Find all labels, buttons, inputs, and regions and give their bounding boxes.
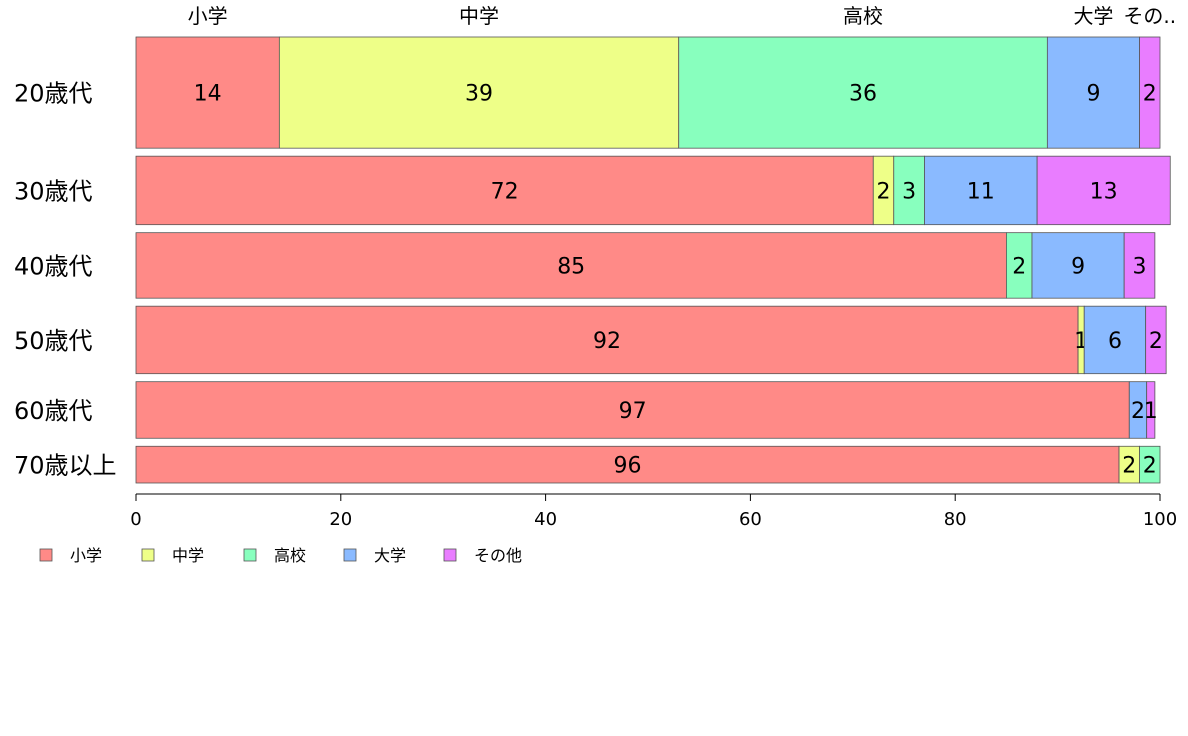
bar-segment [1046,36,1140,149]
bar-segment [1145,305,1167,375]
bar-segment [1123,232,1156,299]
data-label: 2 [877,179,891,204]
data-label: 2 [1143,82,1157,107]
legend-swatch [343,548,357,562]
bar-segment [1036,155,1171,226]
bar-segment [135,155,874,226]
legend-label: 大学 [374,546,406,565]
top-segment-label: その.. [1123,4,1176,28]
category-label: 70歳以上 [14,452,117,480]
data-label: 1 [1144,399,1158,424]
category-label: 50歳代 [14,327,93,355]
data-label: 72 [491,179,519,204]
bar-segment [135,445,1120,484]
x-tick-label: 80 [944,509,967,530]
data-label: 9 [1071,254,1085,279]
data-label: 2 [1143,454,1157,479]
data-label: 2 [1149,329,1163,354]
data-label: 13 [1090,179,1118,204]
legend-swatch [443,548,457,562]
data-label: 85 [557,254,585,279]
data-label: 14 [194,82,222,107]
top-segment-label: 高校 [843,4,883,28]
bar-segment [1139,36,1161,149]
data-label: 9 [1086,82,1100,107]
category-label: 60歳代 [14,397,93,425]
top-segment-label: 大学 [1073,4,1113,28]
bar-segment [1031,232,1125,299]
data-label: 2 [1012,254,1026,279]
x-tick-label: 20 [329,509,352,530]
bar-segment [924,155,1038,226]
legend-swatch [141,548,155,562]
legend-swatch [243,548,257,562]
x-tick-label: 0 [130,509,141,530]
data-label: 3 [1133,254,1147,279]
data-label: 11 [967,179,995,204]
data-label: 6 [1108,329,1122,354]
bar-segment [135,381,1130,439]
data-label: 36 [849,82,877,107]
bar-segment [1139,445,1161,484]
data-label: 2 [1122,454,1136,479]
data-label: 3 [902,179,916,204]
category-label: 30歳代 [14,177,93,205]
bar-segment [893,155,925,226]
legend-swatch [39,548,53,562]
category-label: 20歳代 [14,80,93,108]
bar-segment [278,36,680,149]
legend-label: 小学 [70,546,102,565]
x-tick-label: 60 [739,509,762,530]
data-label: 2 [1131,399,1145,424]
bar-segment [1083,305,1147,375]
top-segment-label: 中学 [459,4,499,28]
bar-segment [135,232,1007,299]
top-segment-label: 小学 [188,4,228,28]
legend-label: その他 [474,546,522,565]
legend-label: 高校 [274,546,306,565]
bar-segment [678,36,1048,149]
category-label: 40歳代 [14,252,93,280]
data-label: 39 [465,82,493,107]
bar-segment [135,36,280,149]
legend-label: 中学 [172,546,204,565]
data-label: 97 [619,399,647,424]
bar-segment [1006,232,1033,299]
data-label: 92 [593,329,621,354]
x-tick-label: 100 [1143,509,1177,530]
bar-segment [135,305,1079,375]
bar-segment [1146,381,1156,439]
data-label: 96 [614,454,642,479]
x-tick-label: 40 [534,509,557,530]
